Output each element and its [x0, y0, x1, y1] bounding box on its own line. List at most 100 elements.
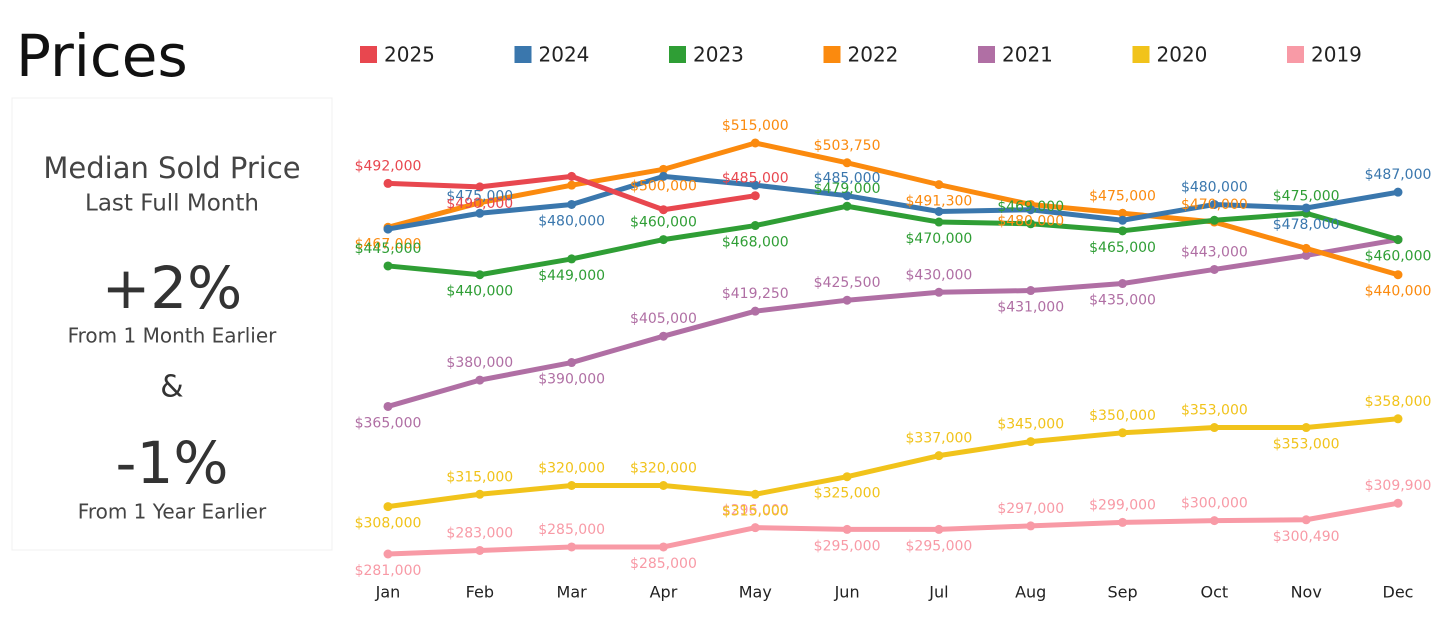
data-label: $470,000 — [906, 231, 973, 247]
data-label: $469,000 — [997, 199, 1064, 215]
data-label: $358,000 — [1365, 394, 1432, 410]
data-point — [842, 295, 852, 305]
data-label: $325,000 — [814, 486, 881, 502]
data-label: $425,500 — [814, 275, 881, 291]
data-point — [750, 180, 760, 190]
data-label: $479,000 — [814, 181, 881, 197]
x-tick-label: Nov — [1291, 583, 1322, 602]
data-point — [750, 221, 760, 231]
joiner: & — [160, 370, 183, 405]
data-label: $445,000 — [355, 241, 422, 257]
data-point — [750, 489, 760, 499]
month-caption: From 1 Month Earlier — [68, 324, 278, 348]
data-point — [934, 180, 944, 190]
data-point — [475, 270, 485, 280]
data-label: $300,000 — [1181, 496, 1248, 512]
x-tick-label: Mar — [557, 583, 588, 602]
data-point — [842, 191, 852, 201]
data-label: $365,000 — [355, 415, 422, 431]
data-label: $337,000 — [906, 431, 973, 447]
legend-swatch — [360, 46, 377, 63]
data-point — [750, 191, 760, 201]
x-tick-label: Feb — [466, 583, 494, 602]
data-label: $285,000 — [630, 556, 697, 572]
data-point — [475, 182, 485, 192]
legend-swatch — [1132, 46, 1150, 63]
data-label: $478,000 — [1273, 217, 1340, 233]
data-label: $475,000 — [1273, 188, 1340, 204]
data-point — [658, 164, 668, 174]
data-point — [1301, 423, 1311, 433]
data-point — [1301, 515, 1311, 525]
data-label: $443,000 — [1181, 244, 1248, 260]
data-point — [842, 158, 852, 168]
data-label: $380,000 — [446, 355, 513, 371]
data-point — [1209, 423, 1219, 433]
data-point — [1026, 437, 1036, 447]
data-label: $315,000 — [446, 469, 513, 485]
data-label: $435,000 — [1089, 293, 1156, 309]
data-label: $320,000 — [538, 461, 605, 477]
data-point — [1209, 199, 1219, 209]
data-label: $440,000 — [446, 284, 513, 300]
data-label: $487,000 — [1365, 167, 1432, 183]
x-tick-label: Jul — [928, 583, 948, 602]
data-point — [934, 524, 944, 534]
series-line — [387, 140, 1399, 278]
data-point — [1393, 187, 1403, 197]
data-label: $295,000 — [906, 538, 973, 554]
data-point — [1118, 208, 1128, 218]
x-tick-label: Dec — [1383, 583, 1414, 602]
legend-swatch — [978, 46, 995, 63]
data-label: $296,000 — [722, 503, 789, 519]
series-line — [387, 203, 1399, 278]
data-point — [1209, 215, 1219, 225]
data-label: $299,000 — [1089, 497, 1156, 513]
data-point — [658, 481, 668, 490]
data-label: $320,000 — [630, 461, 697, 477]
data-point — [567, 180, 577, 190]
data-point — [750, 306, 760, 316]
data-label: $449,000 — [538, 268, 605, 284]
page-title: Prices — [16, 22, 188, 90]
data-label: $405,000 — [630, 311, 697, 327]
data-label: $480,000 — [997, 213, 1064, 229]
data-label: $308,000 — [355, 516, 422, 532]
data-point — [567, 254, 577, 264]
data-point — [1026, 219, 1036, 229]
summary: Median Sold Price Last Full Month +2% Fr… — [43, 151, 300, 524]
data-label: $460,000 — [630, 215, 697, 231]
data-label: $500,000 — [630, 178, 697, 194]
data-point — [383, 178, 393, 188]
data-point — [1118, 226, 1128, 236]
data-label: $491,300 — [906, 194, 973, 210]
data-label: $480,000 — [1181, 179, 1248, 195]
data-label: $297,000 — [997, 501, 1064, 517]
series-line — [387, 416, 1399, 510]
data-label: $283,000 — [446, 525, 513, 541]
data-label: $485,000 — [722, 171, 789, 187]
data-label: $460,000 — [1365, 249, 1432, 265]
data-point — [383, 224, 393, 234]
data-label: $490,000 — [446, 196, 513, 212]
data-point — [1209, 516, 1219, 526]
data-label: $467,000 — [355, 236, 422, 252]
data-label: $475,000 — [1089, 188, 1156, 204]
x-tick-label: Jun — [834, 583, 860, 602]
series-line — [387, 173, 1399, 232]
data-label: $470,000 — [1181, 197, 1248, 213]
data-point — [1026, 205, 1036, 215]
month-change: +2% — [102, 254, 243, 322]
data-point — [475, 208, 485, 218]
data-point — [1393, 270, 1403, 280]
data-label: $431,000 — [997, 300, 1064, 316]
data-point — [1301, 203, 1311, 213]
data-label: $492,000 — [355, 158, 422, 174]
summary-panel — [11, 97, 333, 551]
data-point — [383, 549, 393, 559]
x-tick-label: Oct — [1201, 583, 1229, 602]
x-tick-label: Sep — [1107, 583, 1137, 602]
legend-swatch — [669, 46, 686, 63]
data-point — [842, 472, 852, 482]
